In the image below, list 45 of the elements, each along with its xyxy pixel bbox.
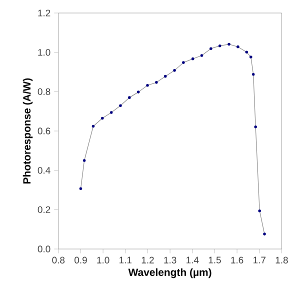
point	[79, 187, 82, 190]
point	[200, 54, 204, 57]
x-tick-label: 1.4	[186, 256, 199, 264]
point	[92, 124, 95, 128]
point	[254, 125, 257, 128]
x-tick-label: 1.8	[276, 256, 288, 264]
x-tick-label: 1.3	[164, 256, 176, 264]
point	[110, 111, 113, 114]
y-tick-label: 0.8	[38, 88, 50, 96]
x-tick-label: 1.1	[120, 256, 132, 264]
point	[210, 47, 212, 50]
point	[82, 159, 86, 162]
x-tick-label: 1.5	[208, 256, 221, 264]
point	[228, 42, 230, 46]
x-tick-label: 1.7	[254, 256, 266, 264]
y-axis-title: Photoresponse (A/W)	[22, 78, 33, 184]
point	[173, 69, 176, 72]
x-tick-label: 0.8	[52, 256, 65, 264]
x-tick-label: 1.0	[97, 256, 110, 264]
point	[119, 104, 122, 108]
y-tick-label: 0.4	[38, 166, 50, 174]
point	[263, 232, 266, 236]
point	[100, 116, 104, 120]
x-tick-label: 0.9	[74, 256, 87, 264]
point	[258, 209, 261, 212]
x-axis-title: Wavelength (µm)	[128, 268, 212, 278]
point	[128, 96, 131, 99]
point	[252, 72, 255, 76]
y-tick-label: 1.0	[38, 48, 50, 56]
point	[191, 57, 194, 60]
y-tick-label: 0.2	[38, 206, 50, 214]
y-tick-label: 0.0	[38, 246, 50, 252]
point	[218, 44, 222, 48]
point	[164, 74, 167, 78]
point	[245, 50, 248, 54]
y-tick-label: 1.2	[38, 10, 50, 16]
point	[136, 90, 140, 94]
point	[236, 45, 240, 48]
point	[155, 81, 158, 84]
point	[249, 56, 252, 58]
x-tick-label: 1.2	[142, 256, 154, 264]
point	[146, 84, 149, 87]
point	[182, 61, 185, 64]
x-tick-label: 1.6	[231, 256, 244, 264]
y-tick-label: 0.6	[38, 128, 50, 134]
